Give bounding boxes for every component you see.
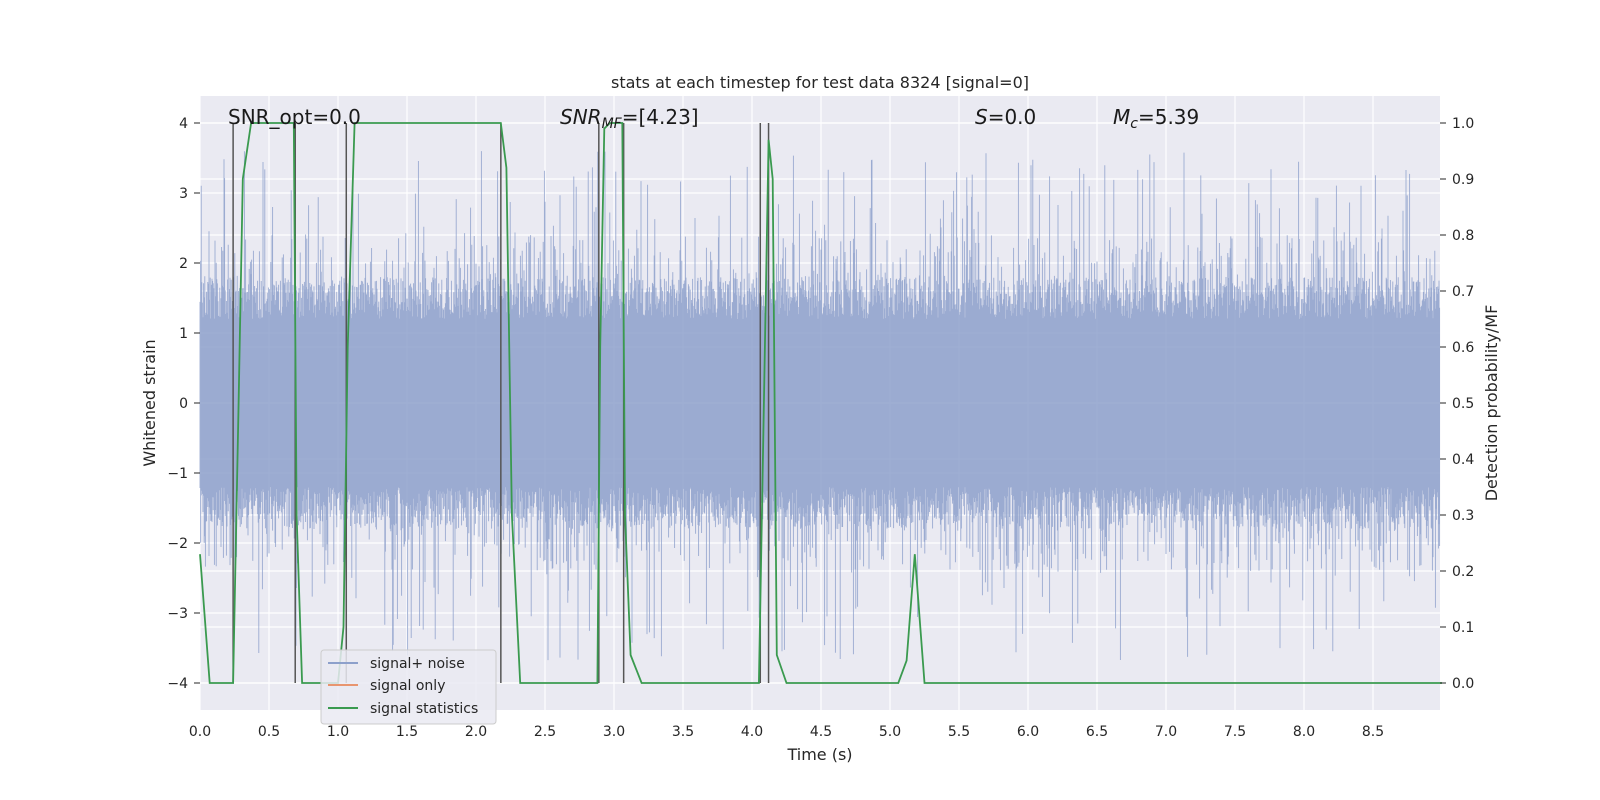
snr-mf-subscript: MF [602, 116, 623, 132]
y2-axis-label: Detection probability/MF [1482, 305, 1501, 502]
s-value: =0.0 [988, 105, 1037, 129]
legend: signal+ noise signal only signal statist… [320, 649, 497, 725]
y-tick-label: −1 [167, 466, 188, 482]
x-tick-label: 5.0 [879, 724, 901, 740]
x-tick-label: 3.5 [672, 724, 694, 740]
x-tick-label: 0.0 [189, 724, 211, 740]
y-tick-label: −4 [167, 676, 188, 692]
x-axis-label: Time (s) [786, 745, 852, 764]
y2-tick-label: 0.8 [1452, 228, 1474, 244]
legend-box [320, 649, 497, 725]
x-tick-label: 4.5 [810, 724, 832, 740]
x-tick-label: 2.0 [465, 724, 487, 740]
y-tick-label: 4 [179, 116, 188, 132]
y2-tick-label: 0.5 [1452, 396, 1474, 412]
annotation-s: S=0.0 [975, 105, 1036, 129]
y-tick-label: 2 [179, 256, 188, 272]
legend-label-noise: signal+ noise [370, 656, 465, 672]
y2-tick-label: 0.3 [1452, 508, 1474, 524]
annotation-snr-opt: SNR_opt=0.0 [228, 105, 361, 129]
x-tick-label: 5.5 [948, 724, 970, 740]
mc-symbol: M [1113, 105, 1130, 129]
y-tick-label: 1 [179, 326, 188, 342]
y2-tick-label: 0.1 [1452, 620, 1474, 636]
y2-tick-label: 0.6 [1452, 340, 1474, 356]
y2-ticks: 1.0 0.9 0.8 0.7 0.6 0.5 0.4 0.3 0.2 0.1 0.0 [1440, 116, 1474, 692]
x-tick-label: 7.0 [1155, 724, 1177, 740]
x-tick-label: 3.0 [603, 724, 625, 740]
y2-tick-label: 1.0 [1452, 116, 1474, 132]
y2-tick-label: 0.2 [1452, 564, 1474, 580]
mc-value: =5.39 [1138, 105, 1199, 129]
noise-series [199, 151, 1441, 661]
x-tick-label: 4.0 [741, 724, 763, 740]
x-tick-label: 6.5 [1086, 724, 1108, 740]
snr-mf-symbol: SNR [560, 105, 602, 129]
y2-tick-label: 0.0 [1452, 676, 1474, 692]
mc-subscript: c [1130, 116, 1138, 132]
x-tick-label: 1.5 [396, 724, 418, 740]
x-ticks: 0.0 0.5 1.0 1.5 2.0 2.5 3.0 3.5 4.0 4.5 5.0 5.5 6.0 6… [189, 724, 1384, 740]
y-axis-label: Whitened strain [140, 339, 159, 466]
x-tick-label: 2.5 [534, 724, 556, 740]
x-tick-label: 6.0 [1017, 724, 1039, 740]
x-tick-label: 0.5 [258, 724, 280, 740]
legend-label-signal: signal only [370, 678, 445, 694]
x-tick-label: 8.5 [1362, 724, 1384, 740]
y-ticks: 4 3 2 1 0 −1 −2 −3 −4 [167, 116, 200, 692]
annotation-mc: Mc=5.39 [1113, 105, 1199, 132]
y-tick-label: 3 [179, 186, 188, 202]
x-tick-label: 8.0 [1293, 724, 1315, 740]
y2-tick-label: 0.9 [1452, 172, 1474, 188]
y2-tick-label: 0.4 [1452, 452, 1474, 468]
signal-statistics-line [199, 122, 1442, 684]
annotation-snr-mf: SNRMF=[4.23] [560, 105, 699, 132]
snr-mf-value: =[4.23] [622, 105, 699, 129]
y-tick-label: −2 [167, 536, 188, 552]
x-tick-label: 7.5 [1224, 724, 1246, 740]
x-tick-label: 1.0 [327, 724, 349, 740]
noise-path [199, 151, 1441, 661]
y-tick-label: −3 [167, 606, 188, 622]
y-tick-label: 0 [179, 396, 188, 412]
legend-label-stats: signal statistics [370, 701, 478, 717]
stat-series [199, 122, 1442, 684]
s-symbol: S [975, 105, 988, 129]
chart-title: stats at each timestep for test data 832… [611, 73, 1029, 92]
y2-tick-label: 0.7 [1452, 284, 1474, 300]
